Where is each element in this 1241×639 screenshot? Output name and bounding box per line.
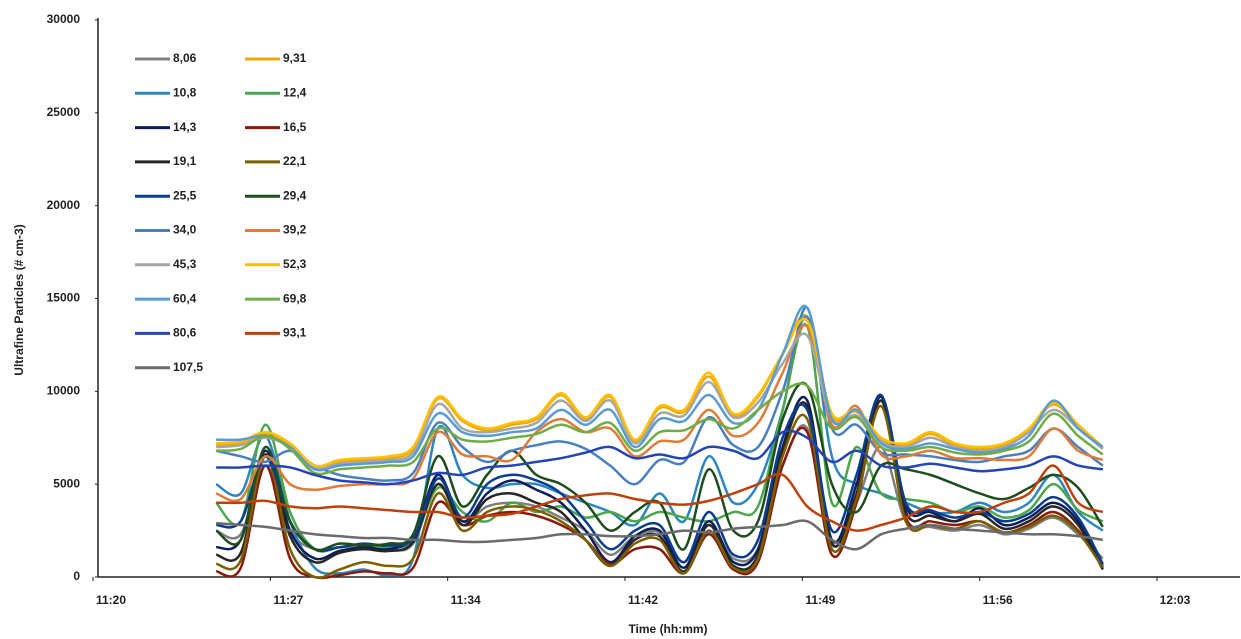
x-tick-label: 11:27	[273, 593, 303, 607]
series-line	[215, 393, 1104, 565]
legend-label: 80,6	[173, 326, 197, 340]
legend-label: 14,3	[173, 120, 197, 134]
y-tick-label: 10000	[47, 384, 81, 398]
series-line	[216, 464, 1104, 532]
series-line	[215, 323, 1104, 503]
series-line	[215, 399, 1104, 580]
legend-label: 25,5	[173, 188, 197, 202]
legend-label: 60,4	[173, 291, 197, 305]
series-line	[215, 315, 1104, 486]
y-tick-label: 30000	[47, 12, 81, 26]
legend-label: 69,8	[283, 291, 307, 305]
series-line	[216, 304, 1104, 472]
legend-label: 10,8	[173, 85, 197, 99]
series-line	[215, 322, 1104, 553]
legend-label: 12,4	[283, 85, 307, 99]
series-line	[216, 382, 1104, 476]
x-tick-label: 11:49	[805, 593, 835, 607]
legend-label: 34,0	[173, 223, 197, 237]
legend-label: 45,3	[173, 257, 197, 271]
legend-label: 22,1	[283, 154, 307, 168]
legend-label: 19,1	[173, 154, 197, 168]
y-tick-label: 5000	[53, 476, 80, 490]
legend-label: 9,31	[283, 51, 307, 65]
y-tick-label: 25000	[47, 105, 81, 119]
series-line	[216, 519, 1103, 551]
legend-label: 39,2	[283, 223, 307, 237]
x-tick-label: 11:56	[983, 593, 1013, 607]
x-tick-label: 12:03	[1160, 593, 1191, 607]
legend-label: 107,5	[173, 360, 203, 374]
x-axis-title: Time (hh:mm)	[628, 622, 707, 636]
x-tick-label: 11:20	[96, 593, 126, 607]
x-tick-label: 11:42	[628, 593, 658, 607]
legend-label: 29,4	[283, 188, 307, 202]
series-line	[216, 317, 1104, 468]
y-tick-label: 15000	[47, 291, 81, 305]
series-line	[215, 306, 1104, 577]
x-tick-label: 11:34	[451, 593, 481, 607]
y-tick-label: 0	[73, 569, 80, 583]
y-tick-label: 20000	[47, 198, 81, 212]
legend-label: 16,5	[283, 120, 307, 134]
series-line	[216, 429, 1103, 486]
series-line	[216, 313, 1104, 468]
y-axis-title: Ultrafine Particles (# cm-3)	[12, 224, 26, 375]
legend-label: 93,1	[283, 326, 307, 340]
legend-label: 52,3	[283, 257, 307, 271]
series-line	[216, 332, 1104, 470]
legend-label: 8,06	[173, 51, 197, 65]
